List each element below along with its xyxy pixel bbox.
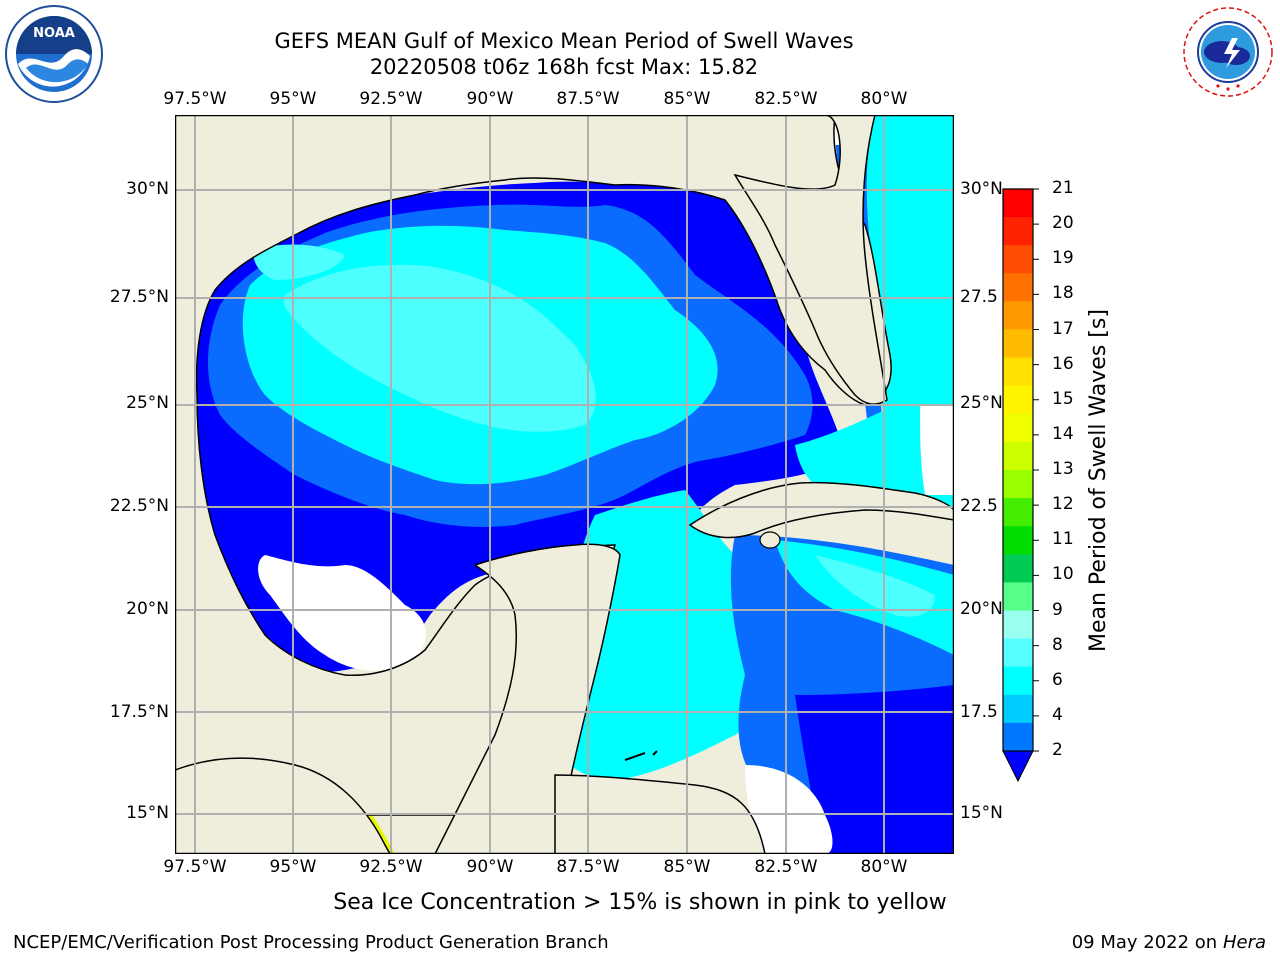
lon-label-top: 95°W (269, 89, 317, 109)
map-subtitle: 20220508 t06z 168h fcst Max: 15.82 (369, 55, 759, 79)
colorbar-segment (1003, 610, 1033, 640)
colorbar-tick-label: 4 (1052, 704, 1063, 725)
caribbean-deep-blue (795, 685, 954, 854)
colorbar-segment (1003, 722, 1033, 752)
colorbar-segment (1003, 582, 1033, 611)
colorbar-tick-label: 10 (1052, 564, 1074, 585)
colorbar-tick-label: 8 (1052, 634, 1063, 655)
lat-label-right: 25°N (960, 393, 1003, 413)
colorbar-segment (1003, 273, 1033, 302)
lon-label-bottom: 82.5°W (754, 857, 818, 877)
colorbar-tick-label: 2 (1052, 740, 1063, 760)
colorbar-segment (1003, 526, 1033, 555)
colorbar-tick-label: 20 (1052, 213, 1074, 234)
colorbar-tick-label: 11 (1052, 529, 1074, 550)
colorbar-tick-label: 21 (1052, 178, 1074, 198)
colorbar-tick-label: 18 (1052, 283, 1074, 304)
colorbar-tick-label: 19 (1052, 248, 1074, 269)
lon-label-top: 92.5°W (359, 89, 423, 109)
lat-label-right: 20°N (960, 599, 1003, 619)
colorbar-segment (1003, 413, 1033, 443)
colorbar-segment (1003, 189, 1033, 218)
lat-label-left: 20°N (126, 599, 169, 619)
land-isla-juventud (759, 531, 781, 549)
colorbar-segment (1003, 301, 1033, 330)
colorbar-tick-label: 17 (1052, 318, 1074, 339)
footer-credit: NCEP/EMC/Verification Post Processing Pr… (13, 932, 609, 953)
colorbar-tick-label: 12 (1052, 494, 1074, 515)
lat-label-right: 27.5 (960, 287, 998, 307)
lon-label-top: 90°W (466, 89, 514, 109)
colorbar-segment (1003, 498, 1033, 527)
colorbar-tick-label: 14 (1052, 423, 1074, 444)
colorbar (1002, 188, 1039, 783)
colorbar-label: Mean Period of Swell Waves [s] (1086, 309, 1111, 652)
colorbar-tick-label: 6 (1052, 669, 1063, 690)
colorbar-tick-label: 9 (1052, 599, 1063, 620)
sea-ice-note: Sea Ice Concentration > 15% is shown in … (333, 890, 947, 915)
lon-label-bottom: 92.5°W (359, 857, 423, 877)
lon-label-top: 80°W (860, 89, 908, 109)
land-florida (733, 115, 888, 405)
lat-label-right: 30°N (960, 179, 1003, 199)
lon-label-bottom: 87.5°W (556, 857, 620, 877)
nodata-bay-of-campeche (258, 555, 426, 671)
colorbar-segment (1003, 217, 1033, 246)
footer-host: Hera (1222, 932, 1266, 953)
lon-label-bottom: 97.5°W (163, 857, 227, 877)
nws-logo (1182, 6, 1274, 98)
lat-label-left: 22.5°N (109, 496, 169, 516)
lat-label-left: 25°N (126, 393, 169, 413)
lat-label-left: 15°N (126, 803, 169, 823)
swell-period-map (175, 115, 954, 854)
colorbar-tick-label: 15 (1052, 388, 1074, 409)
lat-label-left: 30°N (126, 179, 169, 199)
noaa-logo-text: NOAA (33, 26, 75, 41)
gulf-light-cyan (283, 264, 596, 432)
map-frame (175, 115, 954, 854)
lon-label-bottom: 85°W (663, 857, 711, 877)
colorbar-tick-label: 13 (1052, 459, 1074, 479)
land-yucatan (175, 543, 621, 854)
colorbar-segment (1003, 638, 1033, 668)
lon-label-top: 82.5°W (754, 89, 818, 109)
colorbar-segment (1003, 357, 1033, 387)
land-islets (624, 750, 658, 761)
colorbar-segment (1003, 554, 1033, 583)
gulf-light-cyan-2 (253, 244, 345, 280)
lat-label-left: 17.5°N (109, 702, 169, 722)
colorbar-segment (1003, 694, 1033, 724)
lon-label-bottom: 90°W (466, 857, 514, 877)
lat-label-right: 15°N (960, 803, 1003, 823)
map-title: GEFS MEAN Gulf of Mexico Mean Period of … (274, 29, 854, 53)
nodata-caribbean (745, 765, 833, 854)
lon-label-top: 85°W (663, 89, 711, 109)
lon-label-bottom: 95°W (269, 857, 317, 877)
colorbar-segment (1003, 245, 1033, 274)
caribbean-light-cyan (815, 555, 935, 617)
nodata-east (920, 405, 954, 495)
lon-label-top: 97.5°W (163, 89, 227, 109)
footer-date: 09 May 2022 on Hera (1072, 932, 1266, 953)
colorbar-segment (1003, 329, 1033, 359)
footer-date-text: 09 May 2022 on (1071, 932, 1218, 953)
land-cuba (688, 481, 954, 539)
colorbar-segment (1003, 441, 1033, 471)
colorbar-extend-triangle (1002, 750, 1034, 783)
colorbar-segment (1003, 385, 1033, 415)
lat-label-left: 27.5°N (109, 287, 169, 307)
noaa-logo: NOAA (5, 5, 103, 103)
colorbar-segment (1003, 470, 1033, 499)
lon-label-bottom: 80°W (860, 857, 908, 877)
lat-label-right: 17.5 (960, 702, 998, 722)
lon-label-top: 87.5°W (556, 89, 620, 109)
map-gridlines (175, 115, 954, 854)
colorbar-tick-label: 16 (1052, 353, 1074, 374)
colorbar-segment (1003, 666, 1033, 696)
lat-label-right: 22.5 (960, 496, 998, 516)
